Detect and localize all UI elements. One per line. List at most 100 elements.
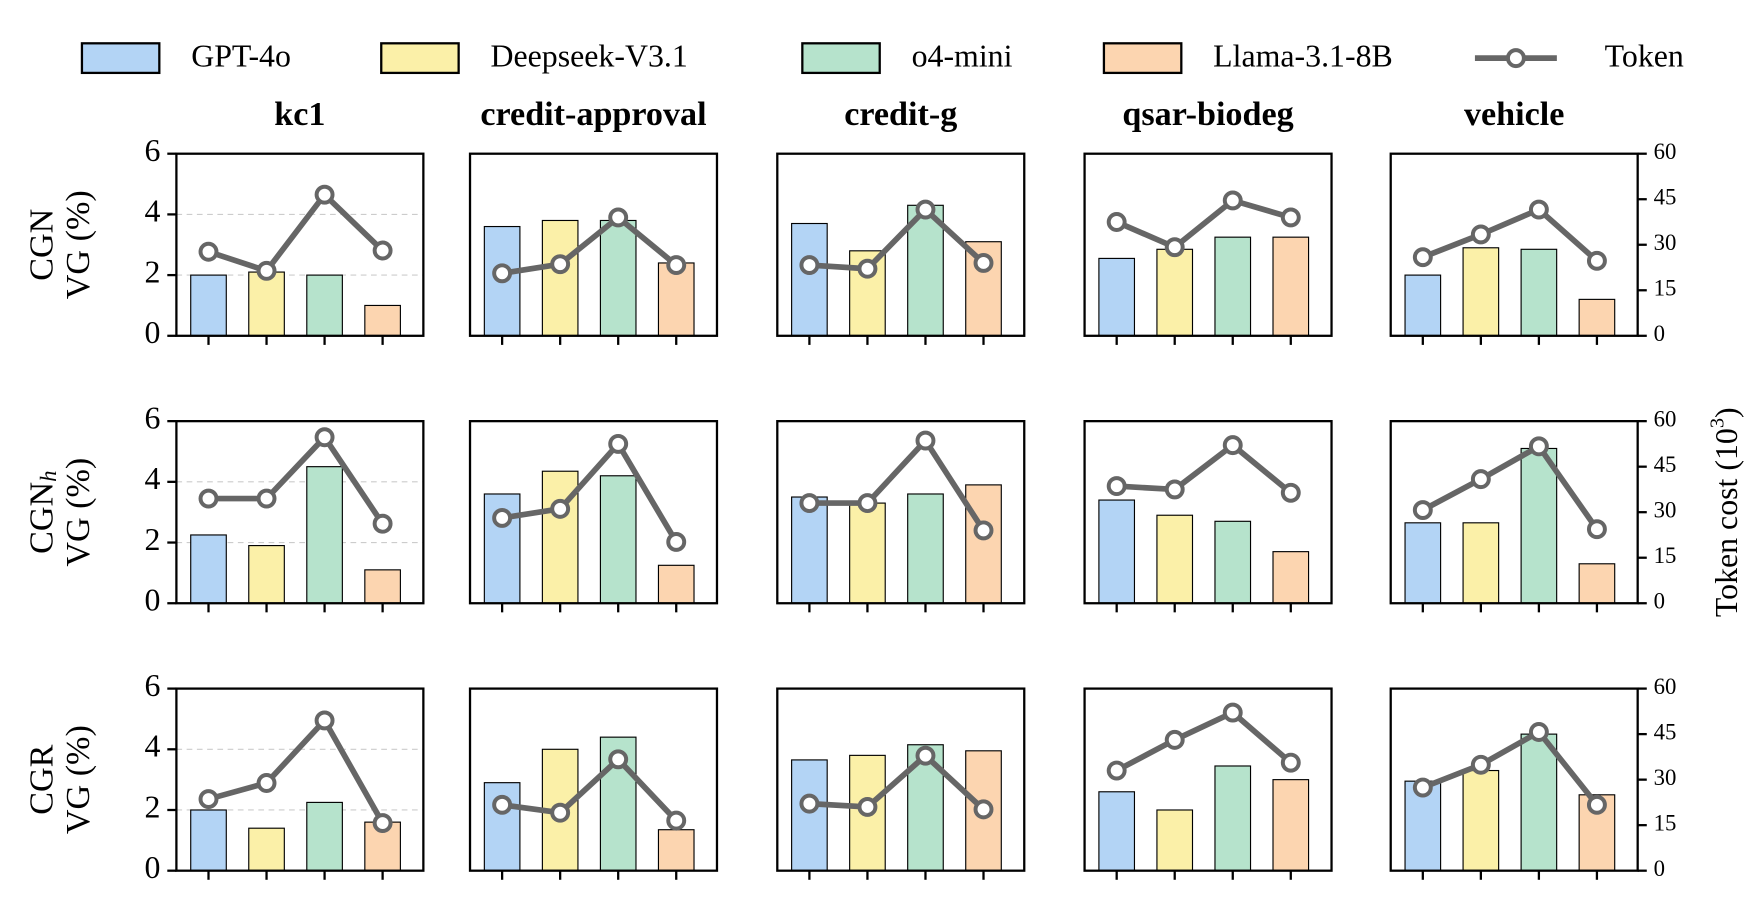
token-marker [256, 260, 277, 281]
bar [1462, 247, 1500, 337]
bar [1272, 779, 1310, 872]
token-marker [1106, 212, 1127, 232]
token-line [207, 717, 386, 825]
bar [1098, 257, 1136, 337]
y2-tick-label: 15 [1654, 810, 1677, 835]
token-marker [973, 253, 994, 273]
bar [1214, 765, 1252, 872]
y2-tick-label: 45 [1654, 452, 1677, 477]
text-part: 3 [1706, 418, 1728, 428]
bar [248, 827, 285, 872]
axes-frame [175, 687, 425, 872]
token-marker [799, 255, 820, 276]
token-marker [492, 794, 513, 815]
bar [306, 274, 343, 337]
legend-swatch [80, 42, 161, 75]
bar [1520, 248, 1558, 337]
token-line [208, 434, 385, 526]
y2-tick-label: 0 [1654, 588, 1665, 613]
token-marker [1222, 190, 1243, 211]
bar [1462, 522, 1500, 604]
token-marker [915, 199, 936, 220]
token-marker [1412, 247, 1433, 268]
token-marker [198, 488, 219, 509]
bar [657, 829, 695, 872]
token-marker [915, 430, 936, 451]
bar [364, 821, 401, 872]
bar [1214, 520, 1252, 604]
text-part: ) [1709, 407, 1744, 418]
y-tick-label: 0 [145, 583, 161, 618]
bar [965, 484, 1002, 604]
token-marker [915, 745, 936, 766]
token-marker [666, 531, 687, 552]
text-part: CGN [23, 482, 60, 554]
axes-frame [1083, 687, 1333, 872]
y2-tick-label: 45 [1654, 184, 1677, 209]
token-marker [1528, 199, 1549, 220]
token-marker [1222, 702, 1243, 723]
bar [1156, 809, 1194, 872]
token-marker [372, 240, 393, 261]
y2-tick-label: 30 [1654, 230, 1677, 255]
y2-tick-label: 0 [1654, 321, 1665, 346]
bar [1156, 514, 1194, 604]
token-marker [1106, 760, 1127, 781]
y-tick-label: 4 [145, 461, 161, 496]
token-marker [1106, 476, 1127, 497]
token-marker [1470, 224, 1491, 245]
bar [599, 219, 637, 337]
bar [190, 274, 227, 337]
axes-frame [1389, 687, 1639, 872]
bar [907, 493, 944, 604]
y2-tick-label: 45 [1654, 719, 1677, 744]
token-marker [608, 207, 629, 228]
token-line [501, 756, 679, 823]
token-line [809, 206, 986, 272]
token-marker [1164, 729, 1185, 750]
token-marker [666, 810, 687, 831]
y2-tick-label: 60 [1654, 406, 1677, 431]
token-marker [1586, 250, 1607, 271]
y-tick-label: 2 [145, 522, 161, 557]
text-part: CGR [23, 744, 60, 814]
bar [791, 759, 828, 872]
token-marker [1222, 435, 1243, 456]
token-marker [973, 520, 994, 541]
y-tick-label: 4 [145, 729, 161, 764]
token-marker [666, 255, 687, 276]
bar [1098, 499, 1136, 604]
token-marker [198, 789, 219, 810]
token-marker [1470, 469, 1491, 490]
bar [1214, 236, 1252, 337]
token-line [1115, 709, 1293, 774]
token-line [207, 191, 385, 274]
bar [306, 466, 343, 604]
text-part: CGN [23, 209, 60, 281]
token-line [1116, 442, 1293, 495]
token-marker [973, 799, 994, 820]
token-line [809, 437, 986, 532]
token-marker [492, 508, 513, 528]
token-line [809, 752, 986, 812]
token-marker [372, 813, 393, 833]
legend-marker [1505, 48, 1526, 69]
axes-frame [1083, 152, 1333, 337]
token-marker [799, 493, 820, 514]
token-marker [1280, 752, 1301, 773]
bar [364, 569, 401, 604]
axes-frame [776, 152, 1026, 337]
token-marker [1412, 777, 1433, 798]
y2-tick-label: 15 [1654, 543, 1677, 568]
y2-tick-label: 30 [1654, 765, 1677, 790]
y-tick-label: 4 [145, 194, 161, 229]
bar [657, 262, 695, 337]
bar [248, 545, 285, 604]
y2-tick-label: 60 [1654, 139, 1677, 164]
y2-tick-label: 30 [1654, 497, 1677, 522]
bar [599, 475, 637, 604]
token-marker [1470, 754, 1491, 775]
token-line [1421, 729, 1600, 807]
